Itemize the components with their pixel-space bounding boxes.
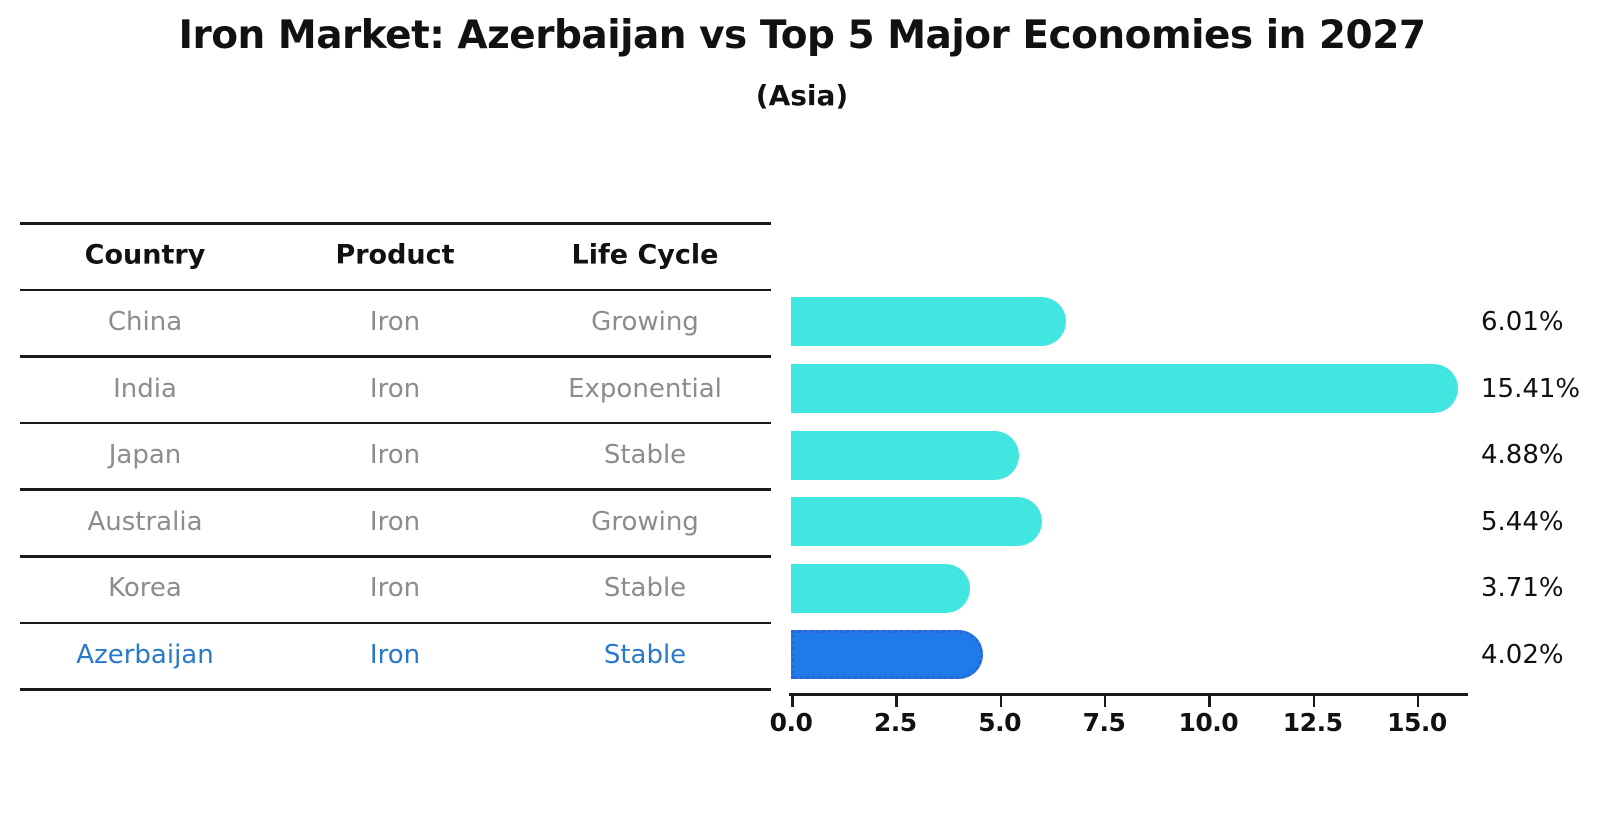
chart-subtitle: (Asia) bbox=[755, 79, 849, 112]
table-cell-azerbaijan-product: Iron bbox=[369, 639, 421, 670]
table-header-life-cycle: Life Cycle bbox=[571, 239, 719, 271]
x-axis-tick-label: 0.0 bbox=[769, 708, 813, 737]
x-axis-tick bbox=[1312, 695, 1316, 707]
bar-azerbaijan bbox=[791, 630, 983, 680]
x-axis-tick bbox=[791, 695, 794, 707]
chart-title: Iron Market: Azerbaijan vs Top 5 Major E… bbox=[178, 13, 1426, 58]
x-axis-tick-label: 10.0 bbox=[1178, 708, 1239, 737]
x-axis-tick bbox=[895, 695, 898, 707]
table-cell-australia-life-cycle: Growing bbox=[591, 506, 699, 537]
bar-korea bbox=[791, 563, 970, 613]
x-axis-tick-label: 15.0 bbox=[1387, 708, 1447, 737]
value-label-japan: 4.88% bbox=[1481, 440, 1564, 471]
value-label-india: 15.41% bbox=[1481, 373, 1581, 404]
bar-japan bbox=[791, 430, 1019, 480]
table-cell-china-life-cycle: Growing bbox=[591, 306, 699, 337]
table-row-rule bbox=[20, 555, 771, 558]
table-cell-korea-product: Iron bbox=[369, 573, 421, 604]
x-axis-tick bbox=[1208, 695, 1211, 707]
table-cell-china-country: China bbox=[107, 306, 183, 337]
value-label-korea: 3.71% bbox=[1481, 573, 1564, 604]
x-axis-tick-label: 12.5 bbox=[1282, 708, 1343, 737]
x-axis-tick-label: 7.5 bbox=[1082, 708, 1126, 737]
table-row-rule bbox=[20, 621, 771, 625]
x-axis-tick-label: 5.0 bbox=[978, 708, 1022, 737]
value-label-azerbaijan: 4.02% bbox=[1481, 639, 1564, 670]
table-cell-india-country: India bbox=[113, 373, 177, 404]
table-cell-japan-product: Iron bbox=[369, 440, 421, 471]
table-cell-korea-life-cycle: Stable bbox=[603, 573, 687, 604]
table-cell-japan-life-cycle: Stable bbox=[603, 440, 687, 471]
table-header-country: Country bbox=[84, 239, 206, 271]
table-cell-australia-product: Iron bbox=[369, 506, 421, 537]
x-axis-tick bbox=[1416, 695, 1420, 707]
bar-australia bbox=[791, 497, 1042, 547]
value-label-china: 6.01% bbox=[1481, 306, 1564, 337]
value-label-australia: 5.44% bbox=[1481, 506, 1564, 537]
bar-china bbox=[791, 297, 1066, 347]
bar-india bbox=[791, 364, 1459, 413]
table-cell-india-life-cycle: Exponential bbox=[568, 373, 722, 404]
table-row-rule bbox=[20, 488, 771, 491]
table-cell-azerbaijan-life-cycle: Stable bbox=[603, 639, 687, 670]
table-cell-china-product: Iron bbox=[369, 306, 421, 337]
table-row-rule bbox=[20, 421, 771, 425]
table-row-rule bbox=[20, 688, 771, 691]
table-cell-japan-country: Japan bbox=[108, 440, 182, 471]
x-axis-line bbox=[789, 693, 1468, 696]
x-axis-tick bbox=[999, 695, 1003, 707]
table-header-rule bbox=[20, 288, 771, 292]
table-cell-korea-country: Korea bbox=[108, 573, 182, 604]
table-row-rule bbox=[20, 355, 771, 358]
table-header-product: Product bbox=[335, 239, 455, 271]
table-cell-india-product: Iron bbox=[369, 373, 421, 404]
table-cell-australia-country: Australia bbox=[87, 506, 203, 537]
x-axis-tick bbox=[1103, 695, 1107, 707]
x-axis-tick-label: 2.5 bbox=[873, 708, 917, 737]
table-cell-azerbaijan-country: Azerbaijan bbox=[76, 639, 214, 670]
table-top-rule bbox=[20, 222, 771, 225]
